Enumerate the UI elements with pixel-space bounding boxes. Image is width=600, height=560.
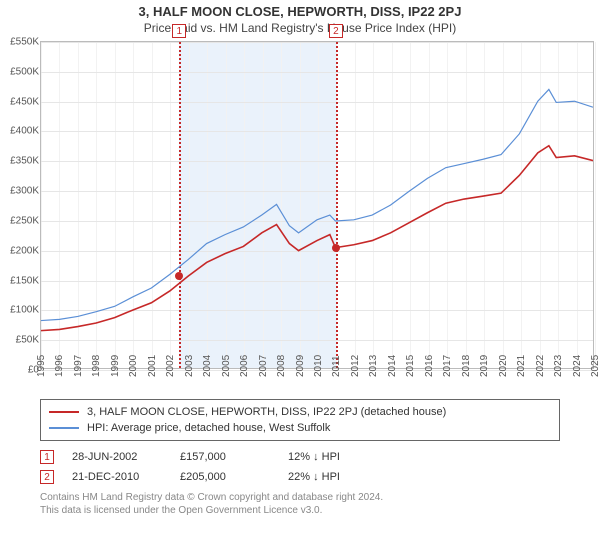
event-table: 1 28-JUN-2002 £157,000 12% ↓ HPI 2 21-DE…	[40, 447, 560, 487]
event-row: 1 28-JUN-2002 £157,000 12% ↓ HPI	[40, 447, 560, 467]
chart-container: £0£50K£100K£150K£200K£250K£300K£350K£400…	[40, 41, 594, 391]
event-marker-icon: 2	[40, 470, 54, 484]
y-axis-label: £200K	[0, 245, 39, 256]
legend: 3, HALF MOON CLOSE, HEPWORTH, DISS, IP22…	[40, 399, 560, 441]
y-axis-label: £250K	[0, 215, 39, 226]
legend-label: HPI: Average price, detached house, West…	[87, 422, 330, 434]
legend-label: 3, HALF MOON CLOSE, HEPWORTH, DISS, IP22…	[87, 406, 446, 418]
y-axis-label: £50K	[0, 335, 39, 346]
event-date: 28-JUN-2002	[72, 451, 162, 463]
event-row: 2 21-DEC-2010 £205,000 22% ↓ HPI	[40, 467, 560, 487]
legend-item: 3, HALF MOON CLOSE, HEPWORTH, DISS, IP22…	[49, 404, 551, 420]
event-price: £205,000	[180, 471, 270, 483]
page-subtitle: Price paid vs. HM Land Registry's House …	[0, 19, 600, 41]
event-marker-icon: 2	[329, 24, 343, 38]
event-delta: 22% ↓ HPI	[288, 471, 378, 483]
line-layer	[41, 42, 593, 368]
y-axis-label: £300K	[0, 186, 39, 197]
y-axis-label: £500K	[0, 66, 39, 77]
legend-swatch	[49, 427, 79, 429]
x-axis-labels: 1995199619971998199920002001200220032004…	[40, 371, 594, 391]
legend-item: HPI: Average price, detached house, West…	[49, 420, 551, 436]
footer-attribution: Contains HM Land Registry data © Crown c…	[40, 491, 560, 517]
footer-line: Contains HM Land Registry data © Crown c…	[40, 491, 560, 504]
event-delta: 12% ↓ HPI	[288, 451, 378, 463]
y-axis-label: £550K	[0, 37, 39, 48]
event-price: £157,000	[180, 451, 270, 463]
legend-swatch	[49, 411, 79, 413]
series-line	[41, 89, 593, 320]
page-title: 3, HALF MOON CLOSE, HEPWORTH, DISS, IP22…	[0, 0, 600, 19]
footer-line: This data is licensed under the Open Gov…	[40, 504, 560, 517]
event-date: 21-DEC-2010	[72, 471, 162, 483]
y-axis-label: £450K	[0, 96, 39, 107]
y-axis-label: £150K	[0, 275, 39, 286]
data-marker	[332, 244, 340, 252]
event-marker-icon: 1	[40, 450, 54, 464]
gridline	[595, 42, 596, 368]
y-axis-label: £400K	[0, 126, 39, 137]
y-axis-label: £100K	[0, 305, 39, 316]
series-line	[41, 146, 593, 331]
event-marker-icon: 1	[172, 24, 186, 38]
y-axis-label: £350K	[0, 156, 39, 167]
plot-area: £0£50K£100K£150K£200K£250K£300K£350K£400…	[40, 41, 594, 369]
y-axis-label: £0	[0, 365, 39, 376]
data-marker	[175, 272, 183, 280]
